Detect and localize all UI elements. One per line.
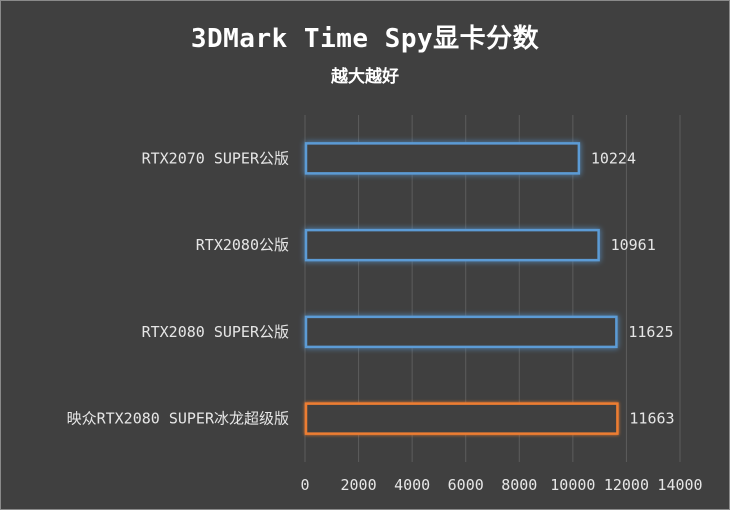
chart-title: 3DMark Time Spy显卡分数: [190, 24, 540, 54]
x-tick-label: 4000: [394, 476, 430, 494]
x-tick-label: 12000: [604, 476, 649, 494]
bar: [304, 315, 618, 349]
category-label: RTX2080 SUPER公版: [142, 323, 289, 341]
value-label: 10224: [591, 149, 636, 167]
bar: [304, 142, 581, 175]
value-label: 11663: [629, 410, 674, 428]
category-label: RTX2080公版: [196, 236, 289, 254]
x-tick-label: 10000: [550, 476, 595, 494]
x-tick-label: 6000: [448, 476, 484, 494]
category-label: RTX2070 SUPER公版: [142, 149, 289, 167]
value-label: 10961: [611, 236, 656, 254]
chart-subtitle: 越大越好: [331, 67, 399, 87]
bar: [304, 228, 600, 262]
bar: [304, 402, 619, 435]
category-label: 映众RTX2080 SUPER冰龙超级版: [67, 410, 289, 428]
x-tick-label: 2000: [341, 476, 377, 494]
value-label: 11625: [628, 323, 673, 341]
x-tick-label: 14000: [657, 476, 702, 494]
x-tick-label: 0: [300, 476, 309, 494]
x-tick-label: 8000: [501, 476, 537, 494]
